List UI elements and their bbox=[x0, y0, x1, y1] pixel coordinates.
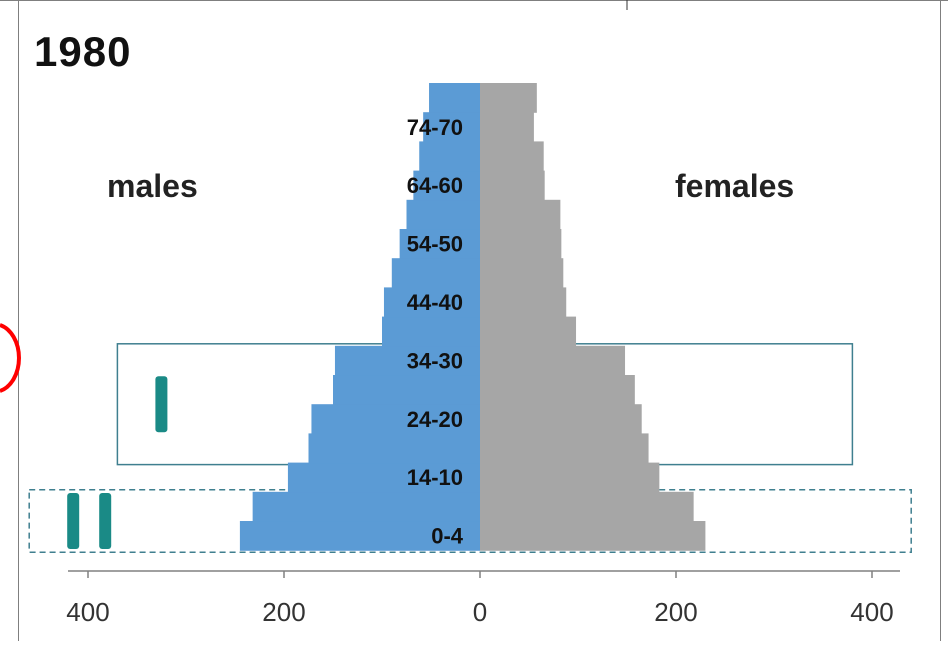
category-label: 0-4 bbox=[431, 524, 464, 549]
chart-title: 1980 bbox=[34, 28, 132, 75]
bars-group bbox=[239, 83, 706, 551]
bar-female-44-40 bbox=[480, 287, 567, 318]
bar-female-15-19 bbox=[480, 433, 649, 464]
bar-male-65-69 bbox=[419, 141, 480, 172]
x-tick-label: 200 bbox=[262, 597, 305, 627]
x-tick-label: 400 bbox=[850, 597, 893, 627]
tally-mark bbox=[67, 493, 80, 549]
teal-markers bbox=[67, 376, 168, 549]
bar-female-54-50 bbox=[480, 229, 562, 259]
tally-mark bbox=[99, 493, 112, 549]
tally-mark bbox=[155, 376, 168, 433]
category-label: 54-50 bbox=[407, 232, 463, 257]
bar-female-5-9 bbox=[480, 491, 694, 522]
bar-female-65-69 bbox=[480, 141, 544, 172]
bar-male-44-40 bbox=[383, 287, 480, 318]
category-label: 74-70 bbox=[407, 115, 463, 140]
bar-female-24-20 bbox=[480, 404, 642, 434]
bar-female-34-30 bbox=[480, 345, 626, 376]
bar-male-34-30 bbox=[334, 345, 480, 376]
category-label: 64-60 bbox=[407, 173, 463, 198]
bar-male-75+ bbox=[429, 83, 480, 113]
bar-female-64-60 bbox=[480, 170, 545, 201]
bar-female-55-59 bbox=[480, 199, 561, 230]
bar-male-15-19 bbox=[308, 433, 480, 464]
bar-female-35-39 bbox=[480, 316, 577, 347]
bar-female-45-49 bbox=[480, 258, 564, 288]
bar-male-0-4 bbox=[239, 521, 480, 551]
x-tick-label: 400 bbox=[66, 597, 109, 627]
red-circle-marker bbox=[0, 323, 21, 393]
bar-male-45-49 bbox=[391, 258, 480, 288]
x-axis: 400 200 0 200 400 bbox=[66, 570, 900, 627]
males-label: males bbox=[107, 168, 198, 204]
bar-male-64-60 bbox=[413, 170, 480, 201]
bar-male-35-39 bbox=[382, 316, 480, 347]
category-label: 44-40 bbox=[407, 290, 463, 315]
bar-male-74-70 bbox=[423, 112, 480, 142]
bar-female-75+ bbox=[480, 83, 537, 113]
x-tick-label: 200 bbox=[654, 597, 697, 627]
category-labels: 0-4 14-10 24-20 34-30 44-40 54-50 64-60 74-70 bbox=[407, 115, 464, 549]
bar-male-14-10 bbox=[287, 462, 480, 493]
bar-female-0-4 bbox=[480, 521, 706, 551]
bar-male-25-29 bbox=[333, 375, 480, 405]
bar-male-54-50 bbox=[399, 229, 480, 259]
category-label: 14-10 bbox=[407, 465, 463, 490]
category-label: 24-20 bbox=[407, 407, 463, 432]
bar-male-55-59 bbox=[406, 199, 480, 230]
bar-female-74-70 bbox=[480, 112, 534, 142]
bar-male-5-9 bbox=[252, 491, 480, 522]
x-tick-label: 0 bbox=[473, 597, 487, 627]
bar-female-25-29 bbox=[480, 375, 635, 405]
category-label: 34-30 bbox=[407, 348, 463, 373]
females-label: females bbox=[675, 168, 795, 204]
bar-female-14-10 bbox=[480, 462, 660, 493]
bar-male-24-20 bbox=[311, 404, 480, 434]
